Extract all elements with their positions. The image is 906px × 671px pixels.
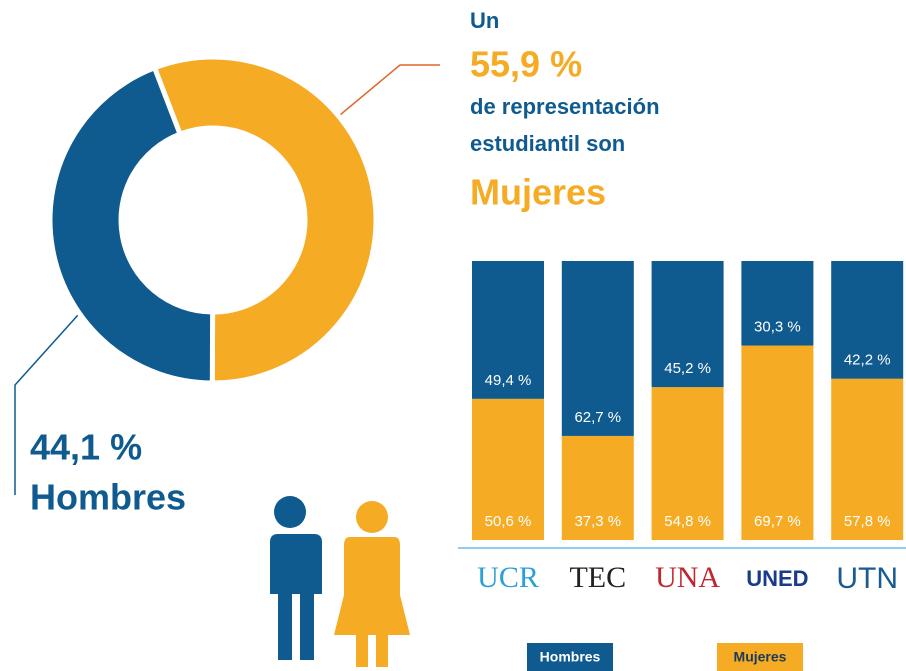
x-tick-label: UCR — [477, 561, 539, 594]
annotation: estudiantil son — [470, 131, 625, 156]
man-icon — [266, 496, 322, 660]
donut-slice — [47, 64, 216, 386]
bar-segment — [472, 398, 544, 540]
value-label: 57,8 % — [844, 513, 891, 530]
legend-label: Mujeres — [734, 649, 787, 665]
value-label: 30,3 % — [754, 319, 801, 336]
x-tick-label: TEC — [569, 561, 626, 594]
category-label: Mujeres — [470, 172, 606, 213]
bar-segment — [741, 261, 814, 346]
woman-icon — [334, 501, 410, 667]
x-tick-label: UNA — [655, 561, 720, 594]
annotation: de representación — [470, 94, 660, 119]
value-label: 54,8 % — [664, 513, 711, 530]
value-label: 45,2 % — [664, 360, 711, 377]
legend-swatch — [717, 643, 803, 671]
category-label: Hombres — [30, 477, 186, 518]
value-label: 49,4 % — [485, 372, 532, 389]
legend-swatch — [527, 643, 613, 671]
value-label: 62,7 % — [574, 409, 621, 426]
value-label: 50,6 % — [485, 513, 532, 530]
leader-line — [14, 284, 106, 495]
value-label: 44,1 % — [30, 427, 142, 468]
value-label: 37,3 % — [574, 513, 621, 530]
annotation: Un — [470, 8, 499, 33]
bar-segment — [831, 261, 904, 379]
bar-segment — [831, 378, 904, 540]
legend-label: Hombres — [540, 649, 601, 665]
value-label: 69,7 % — [754, 513, 801, 530]
x-tick-label: UNED — [746, 566, 808, 591]
bar-segment — [651, 387, 724, 540]
x-tick-label: UTN — [836, 562, 898, 595]
bar-segment — [741, 345, 814, 540]
value-label: 42,2 % — [844, 352, 891, 369]
bar-segment — [561, 435, 634, 540]
value-label: 55,9 % — [470, 44, 582, 85]
bar-segment — [561, 261, 634, 436]
bar-segment — [472, 261, 544, 399]
bar-segment — [651, 261, 724, 388]
donut-slice — [151, 54, 379, 386]
